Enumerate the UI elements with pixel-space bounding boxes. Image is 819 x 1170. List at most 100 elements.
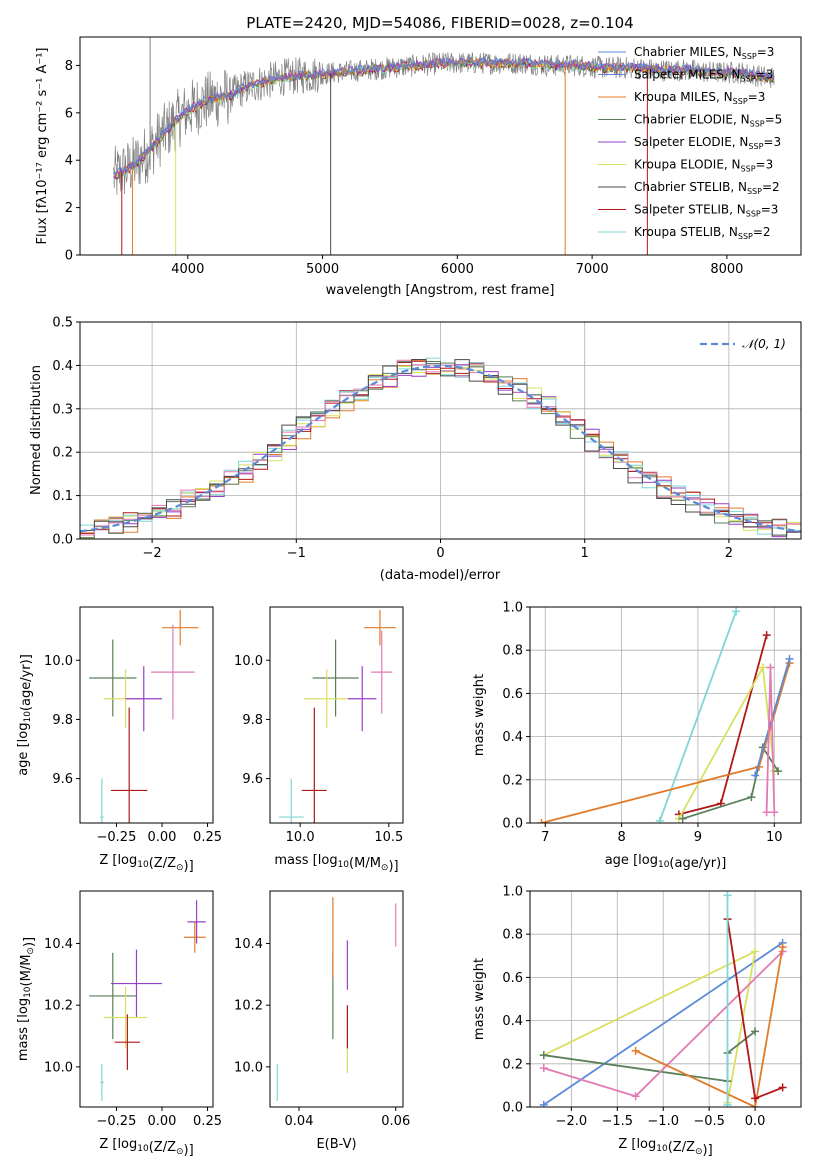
age_vs_mass-xlabel-part: ⊙ [381, 863, 389, 873]
age_vs_Z-ylabel-part: age [ [16, 742, 31, 775]
massweight_vs_Z-xlabel-part: (Z/Z [668, 1140, 695, 1155]
massweight_vs_Z-frame [529, 890, 802, 1108]
spectrum-xtick-label: 5000 [306, 262, 339, 277]
age_vs_mass-ytick-label: 10.0 [234, 654, 263, 669]
massweight_vs_age-xtick-label: 8 [617, 830, 625, 845]
spectrum-legend-label: Kroupa STELIB, NSSP=2 [634, 225, 771, 241]
age_vs_mass-ytick-label: 9.8 [242, 713, 263, 728]
spectrum-xtick-label: 4000 [171, 262, 204, 277]
age_vs_Z-panel: −0.25 0.00 0.259.69.810.0Z [log10(Z/Z⊙)]ag… [16, 606, 222, 874]
age_vs_Z-ytick-label: 9.8 [52, 713, 73, 728]
legend-text: Chabrier ELODIE, N [634, 113, 750, 127]
residual-histogram [80, 361, 801, 539]
weight-marker [774, 767, 783, 776]
weight-marker [539, 1064, 548, 1073]
age_vs_mass-xlabel: mass [log10(M/M⊙)] [274, 853, 398, 874]
weight-marker [751, 1103, 760, 1107]
massweight_vs_Z-ytick-label: 0.6 [502, 971, 523, 986]
mass_vs_Z-xtick-label: 0.00 [148, 1114, 177, 1129]
legend-suffix: =3 [763, 135, 781, 149]
mass_vs_Z-ylabel: mass [log10(M/M⊙)] [16, 937, 37, 1061]
mass_vs_EBV-frame [269, 890, 404, 1108]
age_vs_mass-xlabel-part: (M/M [349, 856, 381, 871]
weight-marker [723, 1100, 732, 1107]
age_vs_Z-xtick-label: 0.00 [148, 830, 177, 845]
legend-suffix: =3 [757, 45, 775, 59]
mass_vs_Z-xlabel-sub: 10 [137, 1144, 149, 1154]
spectrum-legend-label: Kroupa ELODIE, NSSP=3 [634, 158, 773, 174]
spectrum-xtick-label: 8000 [710, 262, 743, 277]
residuals-frame [79, 321, 802, 540]
spectrum-model-line [113, 55, 775, 176]
legend-sub: SSP [750, 120, 765, 129]
mass_vs_Z-xtick-label: −0.25 [97, 1114, 137, 1129]
massweight_vs_Z-ytick-label: 0.2 [502, 1057, 523, 1072]
figure-title: PLATE=2420, MJD=54086, FIBERID=0028, z=0… [246, 14, 633, 32]
mass_vs_Z-ylabel-part: (M/M [19, 955, 34, 987]
age_vs_mass-xlabel-sub: 10 [338, 860, 350, 870]
legend-sub: SSP [741, 75, 756, 84]
massweight_vs_age-frame [529, 606, 802, 824]
weight-marker [732, 607, 741, 616]
age_vs_Z-frame [79, 606, 214, 824]
age_vs_Z-xtick-label: 0.25 [193, 830, 222, 845]
weight-marker [751, 947, 760, 956]
spectrum-xtick-label: 7000 [576, 262, 609, 277]
legend-suffix: =5 [765, 113, 783, 127]
massweight_vs_age-xlabel: age [log10(age/yr)] [605, 853, 727, 871]
massweight_vs_Z-panel: −2.0 −1.5 −1.0 −0.5 0.0 0.0 0.2 0.4 0.6 0.8 1.0 Z [… [472, 885, 802, 1158]
massweight_vs_Z-xlabel-part: Z [ [618, 1137, 636, 1152]
age_vs_mass-plot [278, 609, 396, 823]
weight-marker [631, 1046, 640, 1055]
mass_vs_Z-ylabel-part: log [16, 998, 31, 1018]
residuals-xtick-label: 0 [436, 546, 444, 561]
mass_vs_Z-xlabel-part: log [117, 1137, 137, 1152]
weight-marker [762, 631, 771, 640]
residuals-ytick-label: 0.4 [52, 359, 73, 374]
weight-marker [631, 1092, 640, 1101]
age_vs_Z-ylabel-sub: 10 [23, 711, 33, 723]
spectrum-legend-label: Salpeter MILES, NSSP=3 [634, 68, 773, 84]
mass_vs_Z-ytick-label: 10.4 [44, 937, 73, 952]
mass_vs_Z-xlabel-part: )] [184, 1143, 194, 1158]
spectrum-legend-label: Salpeter STELIB, NSSP=3 [634, 203, 778, 219]
mass_vs_Z-ylabel-sub: 10 [23, 986, 33, 998]
massweight_vs_age-xlabel-sub: 10 [658, 860, 670, 870]
residuals-panel: −2 −1 0 1 2 0.0 0.1 0.2 0.3 0.4 0.5 𝒩(0, 1) (data-mo… [29, 316, 802, 583]
age_vs_mass-frame [269, 606, 404, 824]
spectrum-ytick-label: 4 [65, 154, 73, 169]
panels: 4000 5000 6000 7000 8000 0 2 4 6 8 Chabrier MILES,… [16, 36, 802, 1158]
residuals-plot [80, 357, 801, 539]
massweight_vs_age-xlabel-part: age [ [605, 853, 638, 868]
spectrum-model-line [113, 56, 775, 180]
spectrum-legend-label: Chabrier MILES, NSSP=3 [634, 45, 774, 61]
mass_vs_EBV-panel: 0.04 0.06 10.0 10.2 10.4 E(B-V) [234, 890, 410, 1152]
age_vs_Z-ytick-label: 10.0 [44, 654, 73, 669]
mass_vs_Z-xtick-label: 0.25 [193, 1114, 222, 1129]
age_vs_mass-xlabel-part: )] [388, 859, 398, 874]
spectrum-xtick-label: 6000 [441, 262, 474, 277]
spectrum-legend-label: Chabrier ELODIE, NSSP=5 [634, 113, 782, 129]
residuals-ytick-label: 0.1 [52, 489, 73, 504]
spectrum-frame [79, 36, 802, 256]
massweight_vs_age-xtick-label: 9 [694, 830, 702, 845]
legend-text: Kroupa MILES, N [634, 90, 733, 104]
weight-marker [785, 654, 794, 663]
weight-marker [751, 771, 760, 780]
mass_vs_EBV-ytick-label: 10.2 [234, 999, 263, 1014]
weight-line [635, 947, 784, 1107]
age_vs_Z-xtick-label: −0.25 [97, 830, 137, 845]
massweight_vs_age-xlabel-part: (age/yr)] [669, 856, 726, 871]
legend-text: Chabrier STELIB, N [634, 180, 747, 194]
mass_vs_Z-ylabel-part: mass [ [16, 1018, 31, 1061]
legend-suffix: =2 [762, 180, 780, 194]
weight-marker [766, 663, 775, 672]
mass_vs_EBV-ytick-label: 10.0 [234, 1060, 263, 1075]
mass_vs_Z-xlabel: Z [log10(Z/Z⊙)] [99, 1137, 193, 1158]
massweight_vs_Z-ytick-label: 0.8 [502, 928, 523, 943]
mass_vs_Z-xlabel-part: (Z/Z [149, 1140, 176, 1155]
age_vs_Z-plot [89, 609, 199, 823]
age_vs_mass-xlabel-part: mass [ [274, 853, 317, 868]
